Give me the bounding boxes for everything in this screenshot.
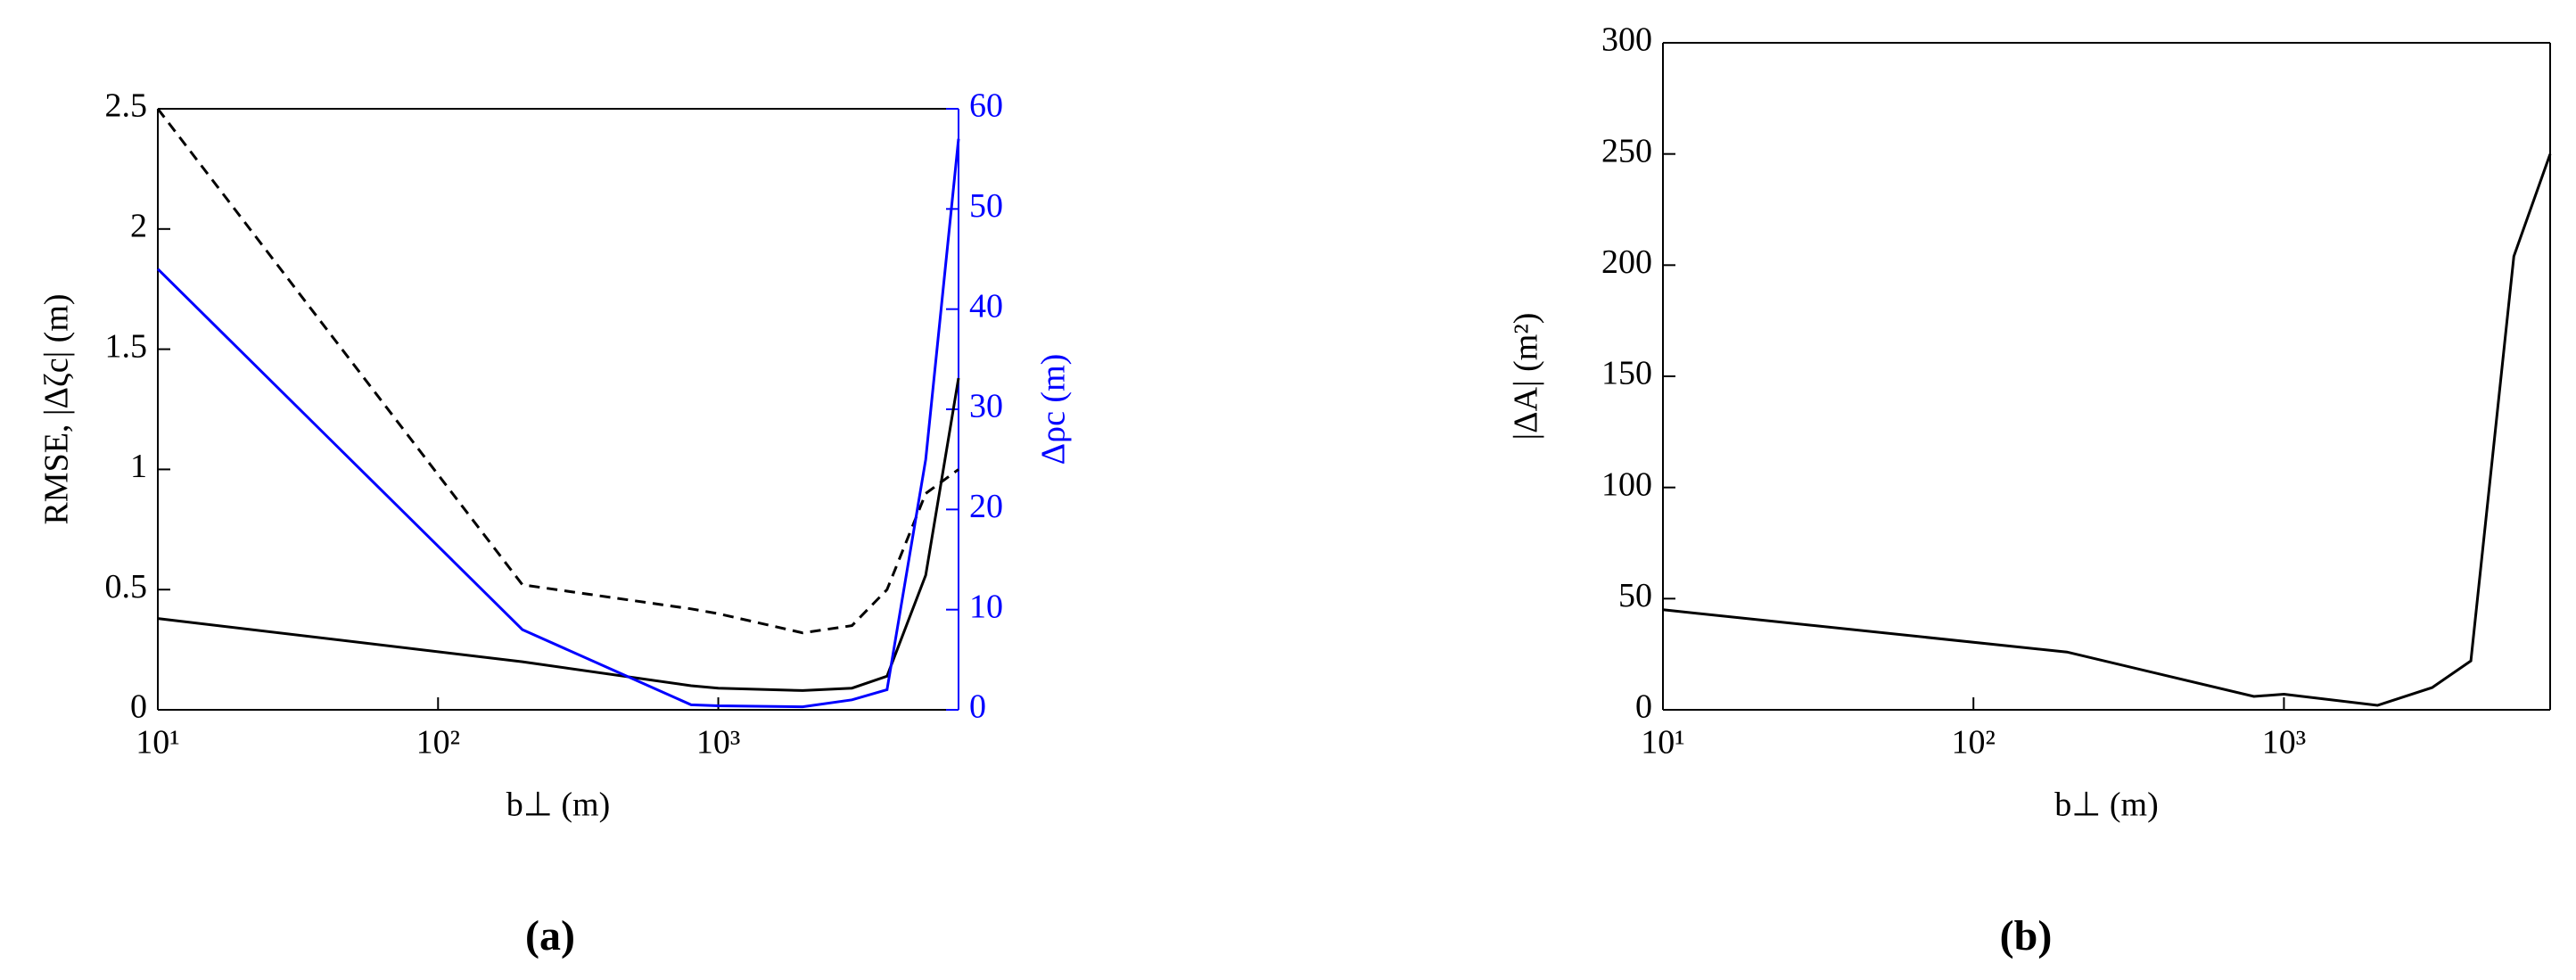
y-tick-label: 0: [130, 688, 147, 726]
x-tick-label: 10³: [696, 724, 740, 762]
y2-tick-label: 60: [969, 87, 1003, 125]
y-tick-label: 0: [1635, 688, 1652, 726]
x-tick-label: 10³: [2262, 724, 2306, 762]
x-tick-label: 10¹: [1641, 724, 1684, 762]
x-tick-label: 10²: [1952, 724, 1996, 762]
y-tick-label: 300: [1601, 21, 1652, 59]
y2-tick-label: 10: [969, 588, 1003, 625]
line-series: [156, 108, 959, 635]
y-axis-label: |ΔA| (m²): [1508, 313, 1545, 441]
x-tick-label: 10¹: [136, 724, 179, 762]
y-tick-label: 2.5: [105, 87, 148, 125]
y2-tick-label: 30: [969, 388, 1003, 425]
y-tick-label: 50: [1618, 577, 1652, 614]
y-tick-label: 2: [130, 208, 147, 245]
line-series: [157, 377, 960, 692]
y-tick-label: 200: [1601, 243, 1652, 281]
y-tick-label: 0.5: [105, 568, 148, 605]
line-series: [1662, 153, 2552, 707]
y2-tick-label: 20: [969, 488, 1003, 525]
y-tick-label: 1: [130, 448, 147, 485]
y-tick-label: 1.5: [105, 327, 148, 365]
x-axis-label: b⊥ (m): [506, 786, 610, 824]
caption: (a): [525, 912, 575, 959]
x-tick-label: 10²: [416, 724, 460, 762]
y2-tick-label: 50: [969, 187, 1003, 225]
x-axis-label: b⊥ (m): [2054, 786, 2158, 824]
y2-tick-label: 0: [969, 688, 986, 726]
caption: (b): [2000, 912, 2053, 959]
y-tick-label: 250: [1601, 132, 1652, 169]
y2-axis-label: Δρc (m): [1035, 354, 1073, 465]
y-tick-label: 150: [1601, 355, 1652, 392]
y-axis-label: RMSE, |Δζc| (m): [38, 293, 76, 524]
y-tick-label: 100: [1601, 465, 1652, 503]
line-series: [156, 138, 960, 709]
y2-tick-label: 40: [969, 287, 1003, 325]
